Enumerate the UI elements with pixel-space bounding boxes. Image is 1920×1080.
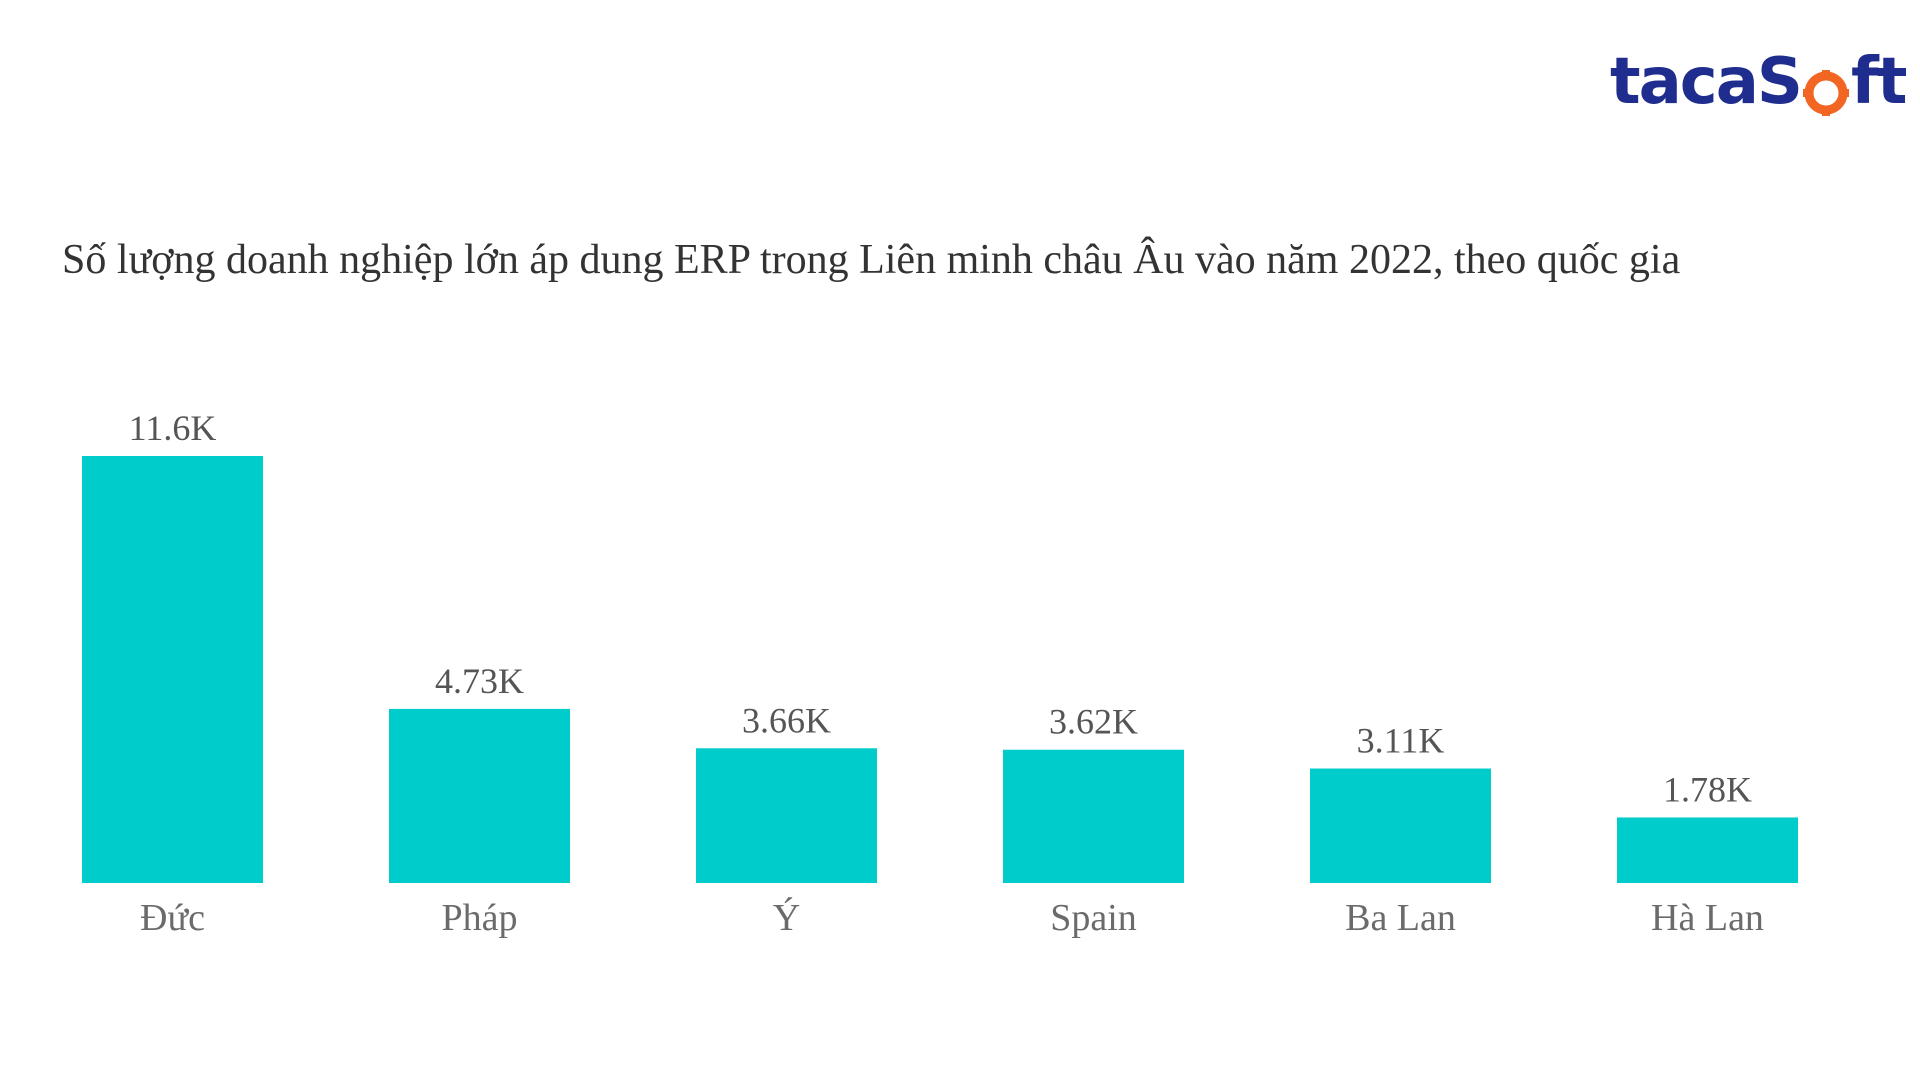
category-label: Đức xyxy=(140,897,205,939)
bar-value-label: 4.73K xyxy=(435,661,524,701)
bar-1 xyxy=(389,708,570,883)
bar-value-label: 1.78K xyxy=(1663,769,1752,809)
gear-icon xyxy=(1803,63,1849,116)
bar-value-label: 11.6K xyxy=(129,408,217,448)
category-label: Ba Lan xyxy=(1345,897,1456,939)
bar-0 xyxy=(82,456,263,883)
category-label: Pháp xyxy=(442,897,518,939)
bar-value-label: 3.11K xyxy=(1357,721,1445,761)
chart-title: Số lượng doanh nghiệp lớn áp dung ERP tr… xyxy=(62,237,1681,283)
category-label: Hà Lan xyxy=(1651,897,1764,939)
bar-5 xyxy=(1617,817,1798,883)
logo-text-s: S xyxy=(1756,45,1803,119)
logo-text-taca: taca xyxy=(1610,45,1759,119)
bar-value-label: 3.62K xyxy=(1049,702,1138,742)
bar-4 xyxy=(1310,768,1491,883)
logo-text-ft: ft xyxy=(1851,45,1907,119)
bar-3 xyxy=(1003,749,1184,883)
bar-value-label: 3.66K xyxy=(742,700,831,740)
category-label: Spain xyxy=(1050,897,1137,939)
tacasoft-logo: taca S ft xyxy=(1610,42,1907,122)
bar-2 xyxy=(696,748,877,883)
category-label: Ý xyxy=(773,897,800,939)
